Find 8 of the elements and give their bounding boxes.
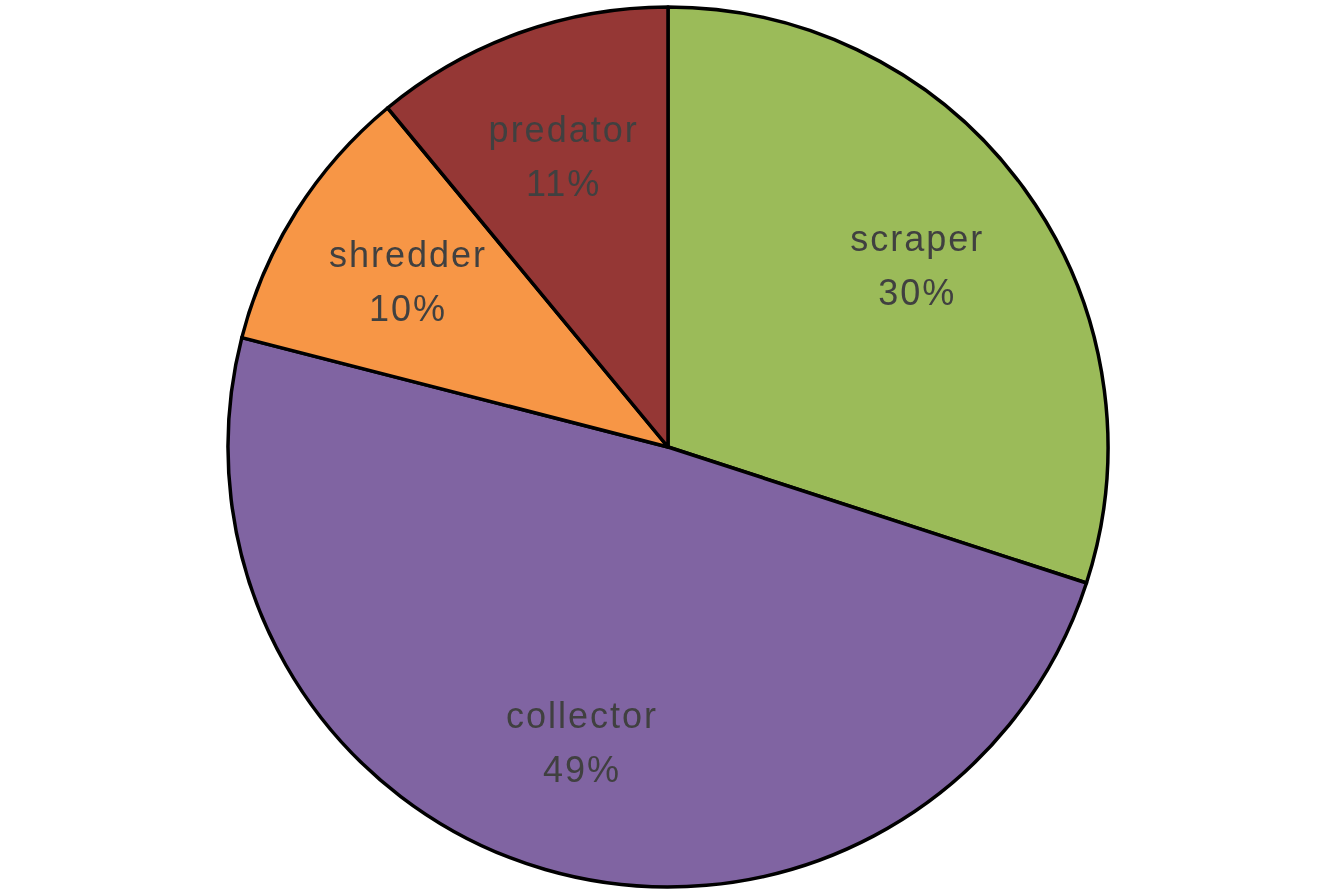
slice-label: predator [488, 109, 639, 151]
slice-label: shredder [328, 233, 487, 275]
slice-label: scraper [850, 217, 985, 259]
data-label: 30% [878, 271, 957, 313]
data-label: 10% [368, 287, 447, 329]
slice-label: collector [506, 694, 659, 736]
data-label: 11% [525, 163, 602, 205]
data-label: 49% [543, 748, 622, 790]
